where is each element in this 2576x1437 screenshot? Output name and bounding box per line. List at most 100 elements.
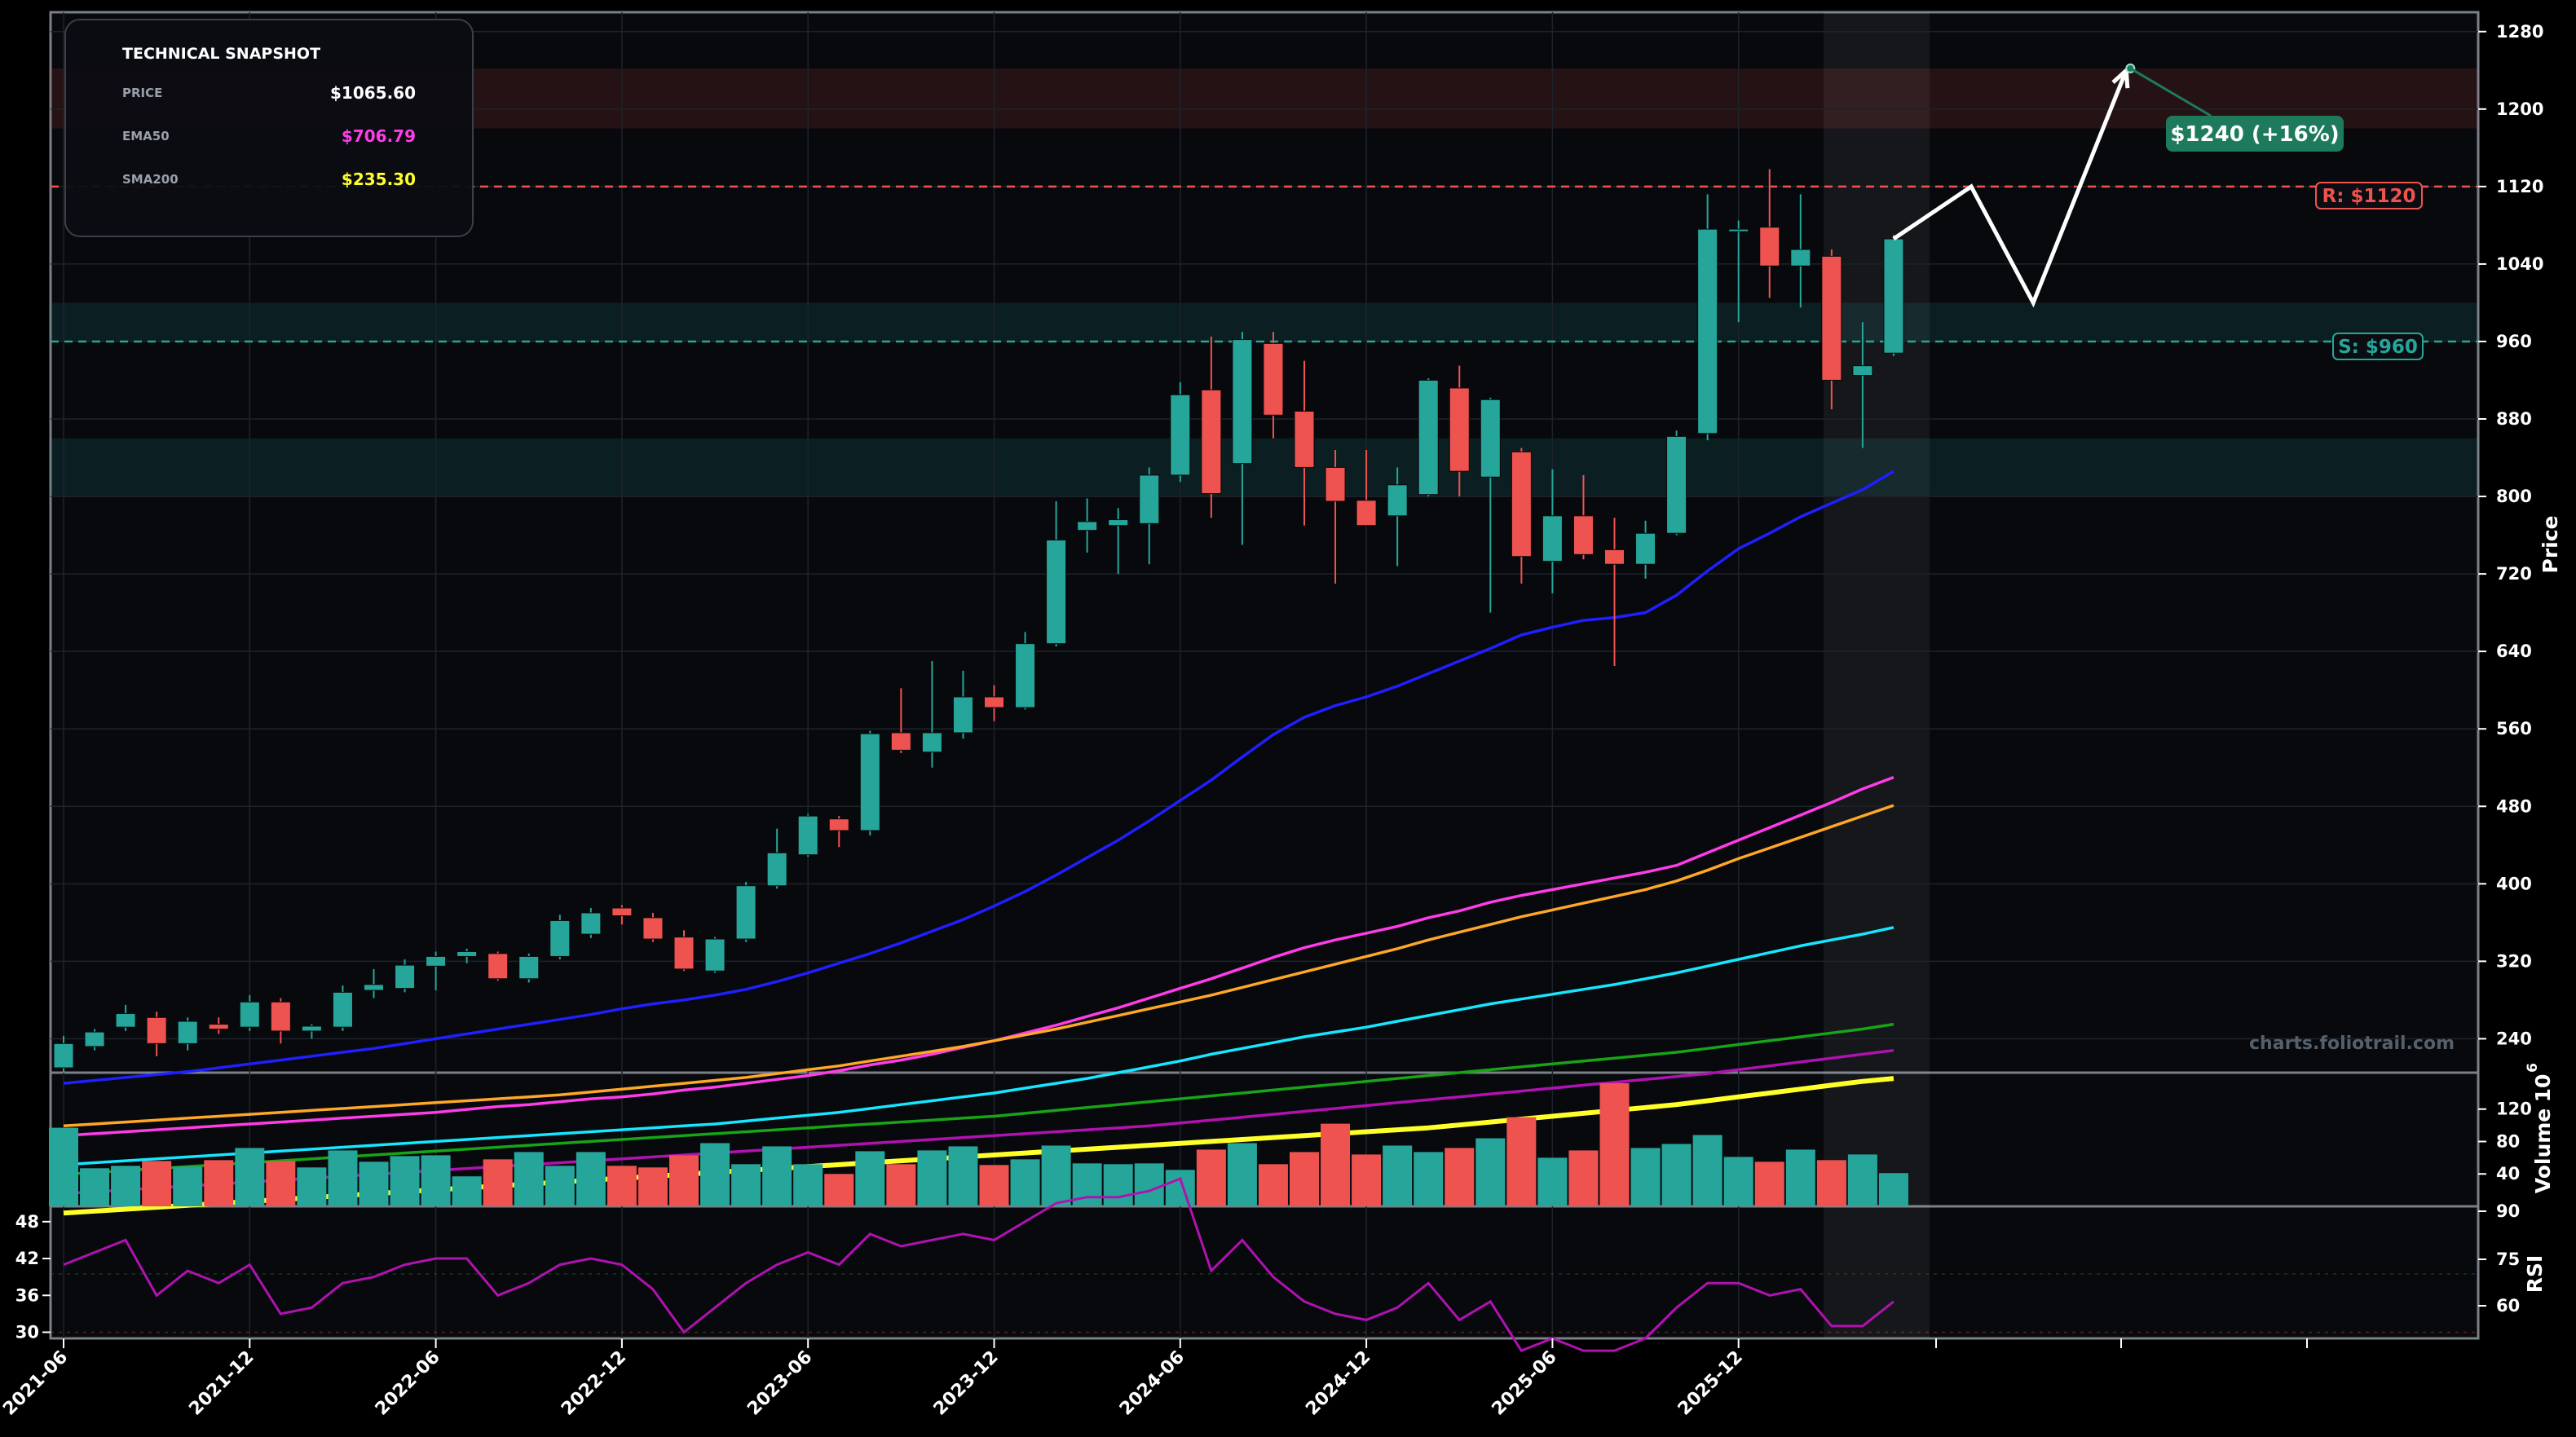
candle [146,1012,167,1056]
candle-body [797,815,818,856]
candle [735,881,756,942]
candle-body [1821,255,1842,381]
volume-bar [1103,1164,1133,1206]
candle-body [146,1016,167,1044]
volume-bar [49,1127,78,1206]
volume-exponent-label: 10 [2531,1074,2555,1103]
candle-body [1790,249,1811,267]
volume-bar [1537,1157,1568,1206]
candle-body [1883,238,1904,354]
volume-bar [1878,1173,1908,1206]
snapshot-title: TECHNICAL SNAPSHOT [122,45,320,63]
volume-bar [576,1152,606,1206]
candle-body [1294,411,1315,468]
price-tick-label: 960 [2496,332,2532,351]
volume-bar [173,1166,203,1206]
candle [1728,220,1749,323]
candle [177,1017,198,1051]
rsi-axis-label: RSI [2523,1255,2547,1294]
volume-axis-label: Volume [2531,1109,2555,1194]
price-tick-label: 1280 [2496,22,2543,42]
candle-body [1201,389,1222,494]
volume-bar [1506,1117,1537,1206]
candle-body [177,1020,198,1044]
volume-exponent-superscript: 6 [2525,1063,2541,1073]
volume-tick-label: 80 [2496,1131,2520,1151]
svg-text:R: $1120: R: $1120 [2322,186,2416,207]
candle-body [1263,342,1284,416]
ma-line-green [63,1022,1895,1176]
candle [1170,381,1191,483]
volume-bar [1258,1164,1288,1206]
price-tick-label: 720 [2496,564,2532,584]
candle-body [890,732,911,751]
volume-bar [1723,1157,1753,1206]
candle-body [115,1013,136,1028]
candle [115,1004,136,1031]
rsi-left-tick-label: 48 [15,1212,39,1232]
candle-body [1387,484,1408,517]
candle [84,1029,105,1051]
candle-body [549,919,571,957]
candle-body [921,732,942,753]
candle [766,828,787,889]
candle [426,951,447,991]
volume-bar [948,1146,978,1206]
technical-snapshot-box: TECHNICAL SNAPSHOT PRICE $1065.60 EMA50 … [64,19,474,237]
candle [1387,467,1408,566]
candle-body [828,818,849,831]
support-label: S: $960 [2332,333,2424,360]
candle-body [1480,399,1501,478]
candle [1480,397,1501,613]
volume-bar [1816,1160,1846,1206]
candle [518,953,540,983]
rsi-left-tick-label: 30 [15,1322,39,1342]
candle-body [1542,515,1563,562]
price-tick-label: 1200 [2496,99,2543,119]
candle [704,937,726,973]
candle [1821,249,1842,410]
candle [208,1017,229,1034]
projection-path [1892,69,2128,308]
candle-body [1852,365,1873,377]
candle-body [395,964,416,990]
volume-bar [824,1174,854,1206]
price-tick-label: 560 [2496,719,2532,738]
candle [642,912,664,942]
snapshot-price-label: PRICE [122,86,162,100]
price-tick-label: 240 [2496,1029,2532,1048]
price-tick-label: 880 [2496,409,2532,429]
volume-bar [762,1146,792,1206]
candle-body [1139,474,1160,524]
candle [1356,450,1377,527]
volume-bar [328,1150,358,1206]
candle [984,685,1004,721]
svg-text:S: $960: S: $960 [2338,337,2418,358]
candle-body [364,984,384,991]
volume-bar [1445,1148,1475,1206]
target-leader-line [2129,67,2212,117]
price-tick-label: 1040 [2496,254,2543,274]
candle-body [1666,435,1687,534]
volume-bar [266,1161,296,1206]
candle [1697,194,1718,441]
candle [270,998,291,1044]
snapshot-ema-value: $706.79 [342,126,416,146]
candle-body [332,991,353,1028]
candle-body [518,955,540,980]
candle-body [1728,228,1749,232]
candle-body [735,885,756,940]
volume-bar [1321,1123,1351,1206]
candle [1046,501,1067,647]
candle-body [1046,540,1067,645]
candle [890,688,911,753]
candle-body [487,953,509,980]
candle [1666,430,1687,536]
candle [1139,467,1160,565]
candle [1077,498,1098,553]
candle [1759,169,1780,298]
candle-body [1635,532,1656,565]
candle-body [270,1001,291,1032]
candle [797,813,818,857]
